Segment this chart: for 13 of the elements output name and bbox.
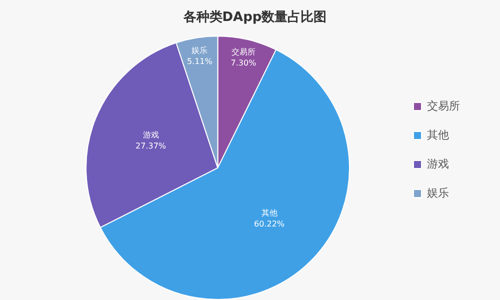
slice-label: 其他 xyxy=(261,208,278,218)
legend-label: 其他 xyxy=(427,128,449,142)
data-label: 5.11% xyxy=(186,56,213,66)
slice-label: 娱乐 xyxy=(192,46,208,55)
data-label: 27.37% xyxy=(135,141,166,150)
data-label: 60.22% xyxy=(254,220,285,229)
data-label: 7.30% xyxy=(230,58,257,68)
legend-label: 娱乐 xyxy=(427,186,449,200)
legend-label: 交易所 xyxy=(427,99,460,112)
legend-label: 游戏 xyxy=(427,157,449,170)
slice-label: 交易所 xyxy=(232,48,256,57)
slice-label: 游戏 xyxy=(142,130,159,140)
chart-title: 各种类DApp数量占比图 xyxy=(182,10,327,26)
